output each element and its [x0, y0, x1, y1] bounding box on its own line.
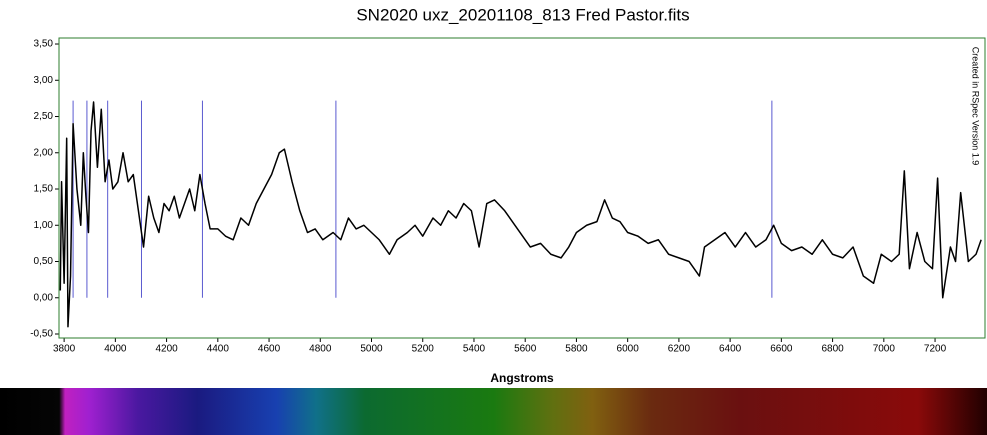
x-tick-label: 7000 — [873, 344, 896, 355]
annotation: Created in RSpec Version 1.9 — [971, 47, 981, 166]
spectrum-line — [59, 101, 982, 328]
x-tick-label: 5000 — [360, 344, 383, 355]
y-tick-label: 1,50 — [34, 184, 54, 195]
y-tick-label: 1,00 — [34, 220, 54, 231]
y-tick-label: 0,00 — [34, 292, 54, 303]
y-tick-label: 3,50 — [34, 39, 54, 50]
x-tick-label: 5200 — [412, 344, 435, 355]
x-tick-label: 6400 — [719, 344, 742, 355]
plot-frame — [58, 37, 986, 339]
x-axis-label: Angstroms — [490, 371, 554, 385]
y-tick-label: 2,00 — [34, 147, 54, 158]
x-tick-label: 6000 — [617, 344, 640, 355]
x-tick-label: 3800 — [53, 344, 76, 355]
x-tick-label: 6800 — [821, 344, 844, 355]
spectrum-strip — [0, 388, 987, 435]
x-tick-label: 4000 — [104, 344, 127, 355]
x-tick-label: 5400 — [463, 344, 486, 355]
x-tick-label: 4400 — [207, 344, 230, 355]
x-tick-label: 7200 — [924, 344, 947, 355]
y-tick-label: 0,50 — [34, 256, 54, 267]
y-tick-label: -0,50 — [30, 329, 53, 340]
x-tick-label: 6600 — [770, 344, 793, 355]
y-tick-label: 2,50 — [34, 111, 54, 122]
chart-title: SN2020 uxz_20201108_813 Fred Pastor.fits — [356, 5, 689, 24]
y-tick-label: 3,00 — [34, 75, 54, 86]
x-tick-label: 6200 — [668, 344, 691, 355]
x-tick-label: 4200 — [155, 344, 178, 355]
x-tick-label: 4800 — [309, 344, 332, 355]
x-tick-label: 5800 — [565, 344, 588, 355]
x-tick-label: 4600 — [258, 344, 281, 355]
x-tick-label: 5600 — [514, 344, 537, 355]
